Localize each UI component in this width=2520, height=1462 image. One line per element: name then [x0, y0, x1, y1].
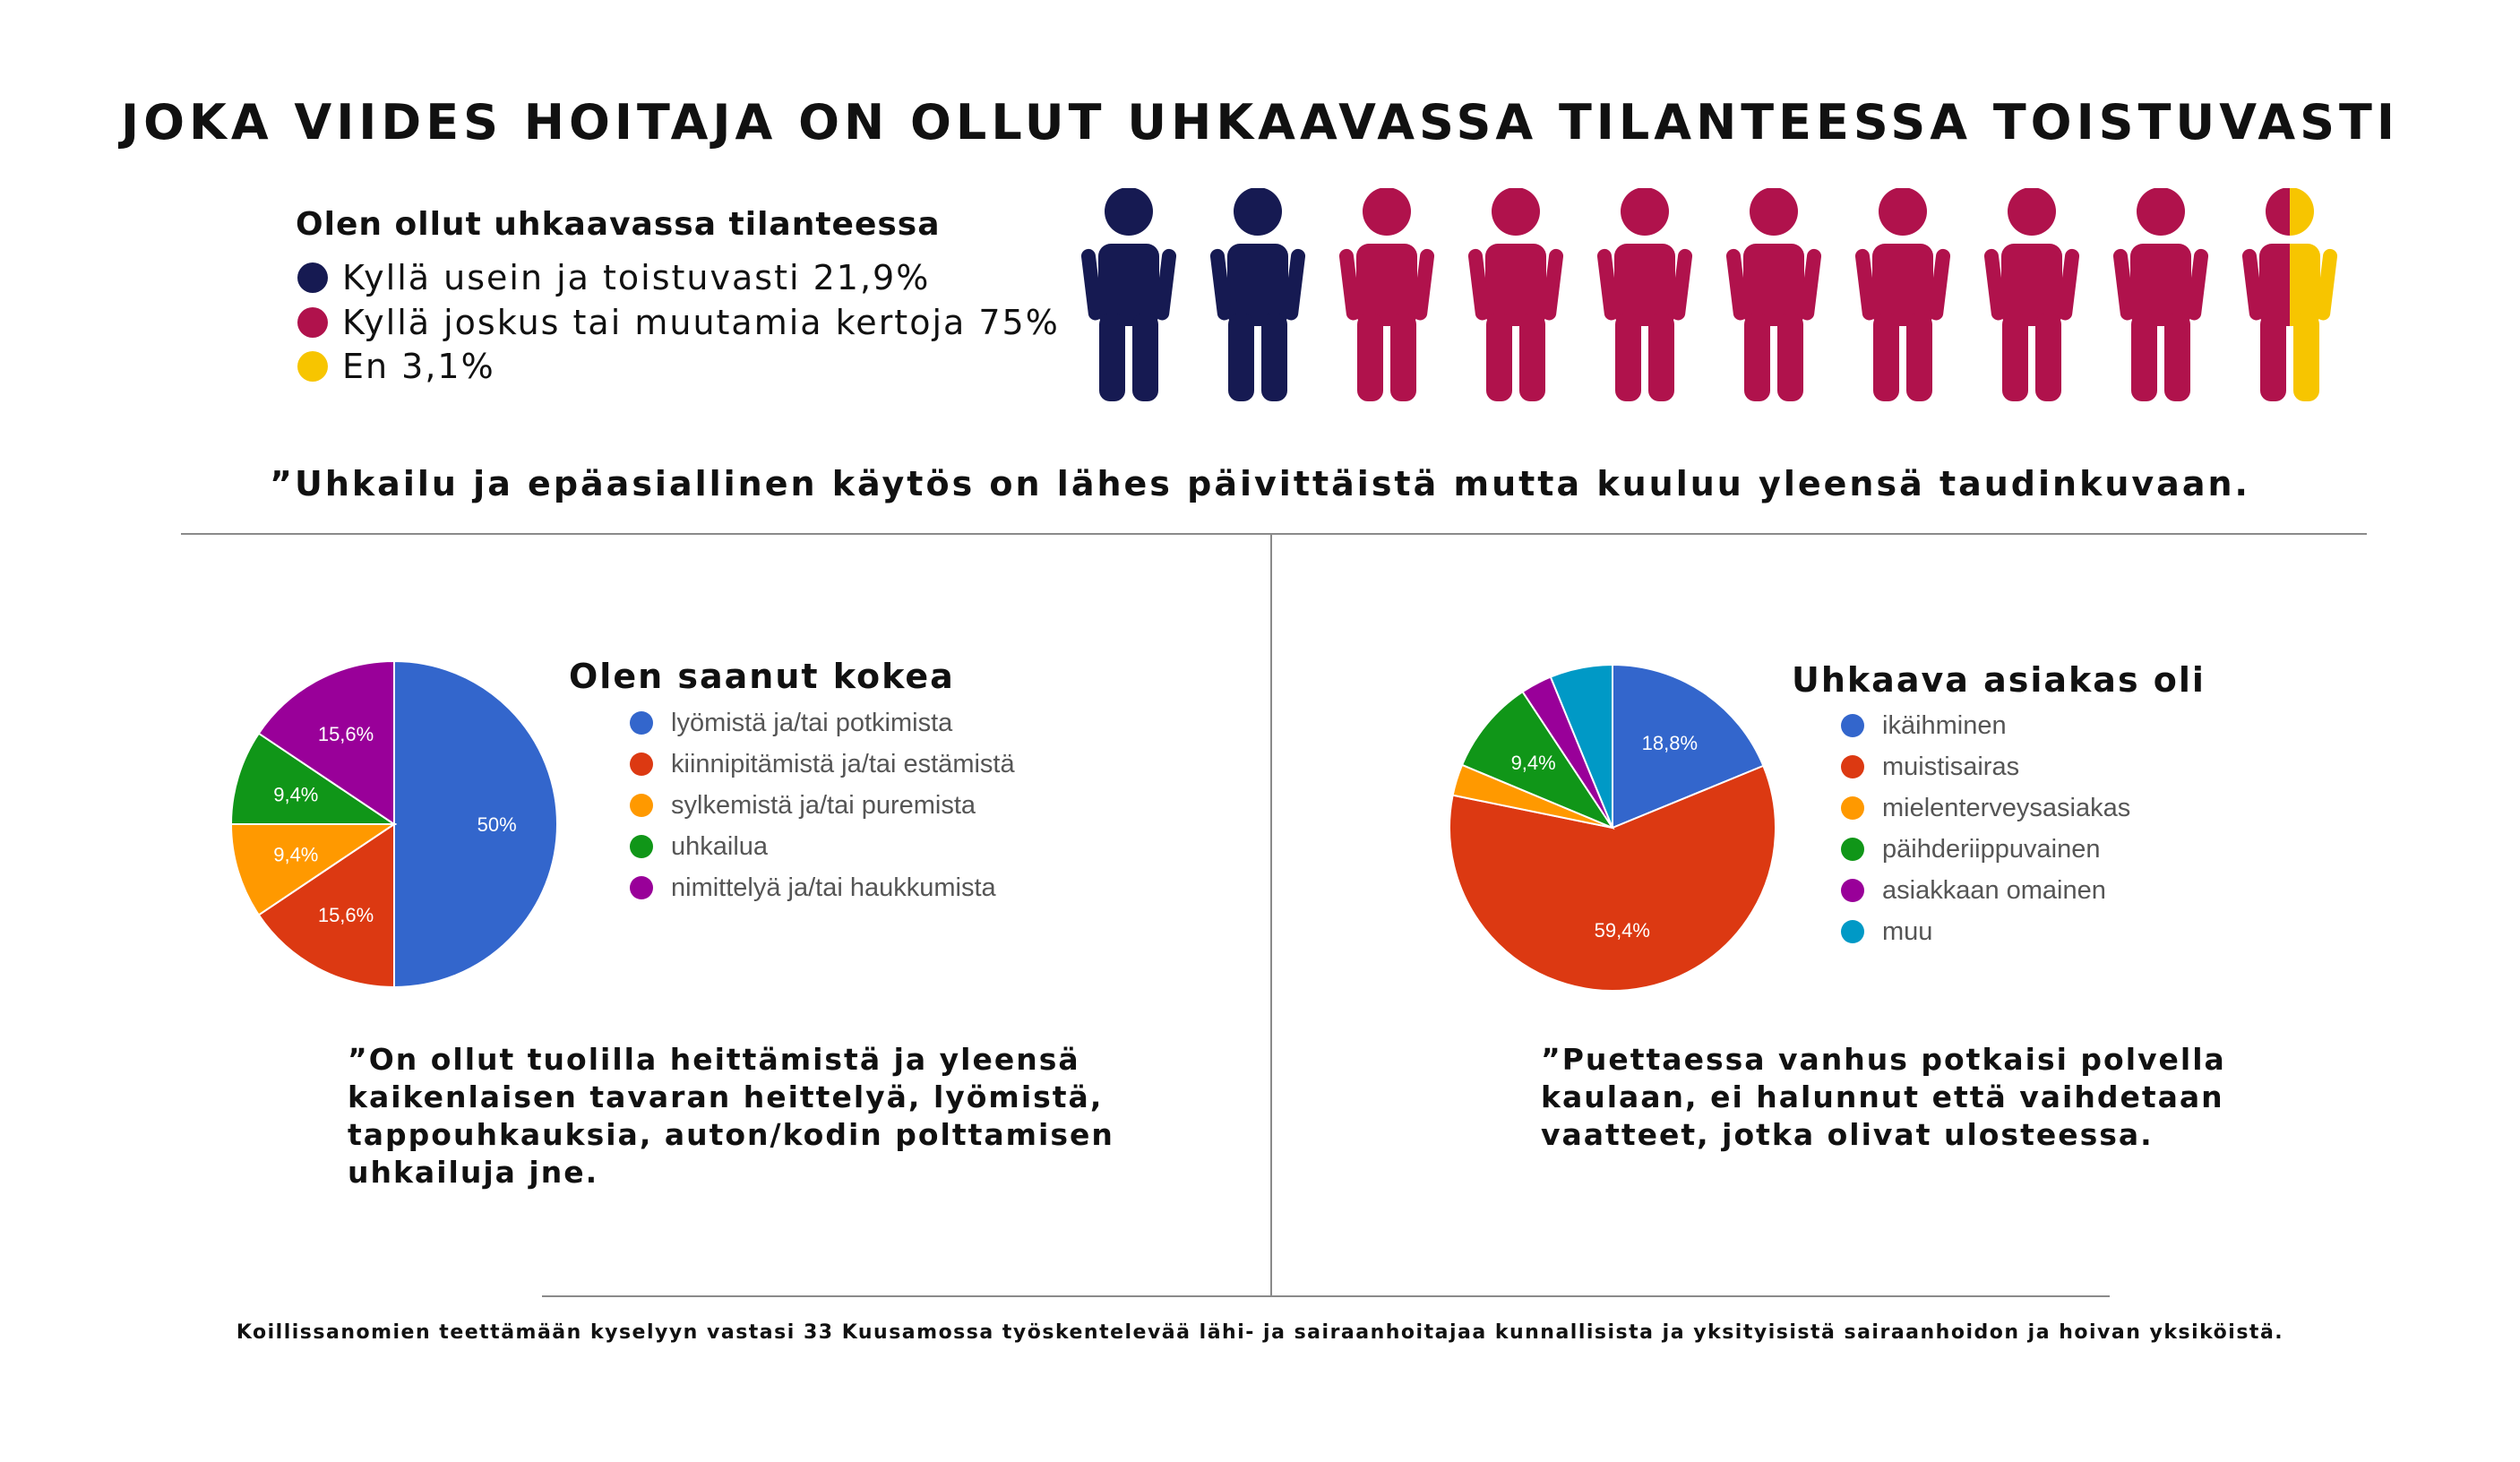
pie-slice	[257, 659, 395, 826]
quote-right: ”Puettaessa vanhus potkaisi polvella kau…	[1541, 1041, 2226, 1154]
legend-swatch	[1841, 714, 1864, 737]
person-figure	[1080, 188, 1177, 401]
top-legend-item-sometimes: Kyllä joskus tai muutamia kertoja 75%	[297, 302, 1060, 343]
legend-label: Kyllä joskus tai muutamia kertoja 75%	[342, 303, 1060, 342]
page-title: JOKA VIIDES HOITAJA ON OLLUT UHKAAVASSA …	[120, 94, 2399, 150]
legend-swatch	[630, 794, 653, 817]
legend-label: muu	[1882, 916, 1933, 946]
pie-slice	[393, 659, 558, 989]
pie-legend-item: kiinnipitämistä ja/tai estämistä	[630, 746, 1015, 782]
legend-swatch	[630, 711, 653, 735]
quote-right-line: kaulaan, ei halunnut että vaihdetaan	[1541, 1079, 2224, 1114]
pie-legend-item: asiakkaan omainen	[1841, 873, 2106, 908]
legend-swatch	[630, 752, 653, 776]
person-figure	[1854, 188, 1951, 401]
pie-slice-label: 9,4%	[1511, 752, 1556, 774]
person-figure	[1596, 188, 1693, 401]
legend-label: kiinnipitämistä ja/tai estämistä	[671, 749, 1015, 778]
quote-left-line: tappouhkauksia, auton/kodin polttamisen	[348, 1117, 1114, 1152]
legend-label: lyömistä ja/tai potkimista	[671, 708, 953, 737]
chart-title-client: Uhkaava asiakas oli	[1792, 660, 2206, 700]
person-figure	[1725, 188, 1822, 401]
footer-note: Koillissanomien teettämään kyselyyn vast…	[236, 1321, 2284, 1344]
legend-label: sylkemistä ja/tai puremista	[671, 790, 976, 820]
legend-label: ikäihminen	[1882, 710, 2007, 740]
quote-left-line: uhkailuja jne.	[348, 1155, 599, 1190]
pie-slice-label: 15,6%	[318, 904, 374, 926]
pie-slice	[257, 822, 395, 989]
person-half-left	[2241, 188, 2290, 401]
legend-swatch	[1841, 838, 1864, 861]
person-figure	[2241, 188, 2338, 401]
pie-slice	[1549, 663, 1613, 829]
pie-slice	[1449, 764, 1776, 992]
pie-legend-item: sylkemistä ja/tai puremista	[630, 787, 976, 823]
pie-legend-item: muistisairas	[1841, 749, 2019, 785]
chart-title-experienced: Olen saanut kokea	[569, 657, 955, 696]
legend-label: Kyllä usein ja toistuvasti 21,9%	[342, 258, 931, 297]
person-figure	[1209, 188, 1306, 401]
quote-right-line: ”Puettaessa vanhus potkaisi polvella	[1541, 1042, 2226, 1077]
pie-legend-item: lyömistä ja/tai potkimista	[630, 705, 952, 741]
legend-swatch	[1841, 879, 1864, 902]
pie-legend-item: päihderiippuvainen	[1841, 831, 2100, 867]
legend-swatch	[1841, 755, 1864, 778]
legend-swatch	[297, 307, 328, 338]
legend-swatch	[297, 351, 328, 382]
person-figure	[2112, 188, 2209, 401]
legend-label: uhkailua	[671, 831, 769, 861]
person-figure	[1338, 188, 1435, 401]
quote-left-line: ”On ollut tuolilla heittämistä ja yleens…	[348, 1042, 1080, 1077]
legend-swatch	[297, 262, 328, 293]
pie-chart-experienced: 50% 15,6% 9,4% 9,4% 15,6%	[229, 659, 558, 989]
top-legend-title: Olen ollut uhkaavassa tilanteessa	[296, 206, 941, 243]
divider-bottom	[542, 1295, 2110, 1297]
person-figure	[1983, 188, 2080, 401]
legend-label: päihderiippuvainen	[1882, 834, 2101, 864]
pie-slice	[229, 823, 398, 916]
divider-top	[181, 533, 2367, 535]
pie-slice	[1612, 663, 1765, 830]
pie-legend-item: uhkailua	[630, 829, 768, 864]
quote-top: ”Uhkailu ja epäasiallinen käytös on lähe…	[270, 464, 2250, 503]
top-legend-item-never: En 3,1%	[297, 346, 495, 387]
person-half-right	[2290, 188, 2338, 401]
legend-swatch	[630, 876, 653, 899]
legend-label: mielenterveysasiakas	[1882, 793, 2131, 822]
pie-legend-item: nimittelyä ja/tai haukkumista	[630, 870, 996, 906]
pie-legend-item: mielenterveysasiakas	[1841, 790, 2130, 826]
legend-swatch	[1841, 920, 1864, 943]
pie-slice	[1460, 690, 1615, 830]
legend-swatch	[1841, 796, 1864, 820]
divider-vertical	[1270, 535, 1272, 1296]
quote-left-line: kaikenlaisen tavaran heittelyä, lyömistä…	[348, 1079, 1104, 1114]
pie-slice	[229, 732, 398, 825]
pie-legend-item: ikäihminen	[1841, 708, 2007, 744]
legend-label: En 3,1%	[342, 347, 495, 386]
person-figure	[1467, 188, 1564, 401]
pie-slice-label: 15,6%	[318, 723, 374, 745]
quote-right-line: vaatteet, jotka olivat ulosteessa.	[1541, 1117, 2154, 1152]
legend-label: muistisairas	[1882, 752, 2020, 781]
quote-left: ”On ollut tuolilla heittämistä ja yleens…	[348, 1041, 1114, 1191]
pie-slice-label: 9,4%	[273, 843, 318, 865]
pie-legend-item: muu	[1841, 914, 1932, 950]
pie-slice-label: 50%	[477, 813, 517, 836]
top-legend-item-often: Kyllä usein ja toistuvasti 21,9%	[297, 257, 930, 298]
pie-slice-label: 9,4%	[273, 784, 318, 806]
pie-slice-label: 59,4%	[1595, 919, 1650, 942]
pie-slice-label: 18,8%	[1642, 732, 1698, 754]
legend-swatch	[630, 835, 653, 858]
person-pictograph	[1080, 188, 2338, 401]
legend-label: asiakkaan omainen	[1882, 875, 2106, 905]
legend-label: nimittelyä ja/tai haukkumista	[671, 873, 996, 902]
pie-chart-client: 18,8% 59,4% 9,4%	[1449, 663, 1776, 992]
